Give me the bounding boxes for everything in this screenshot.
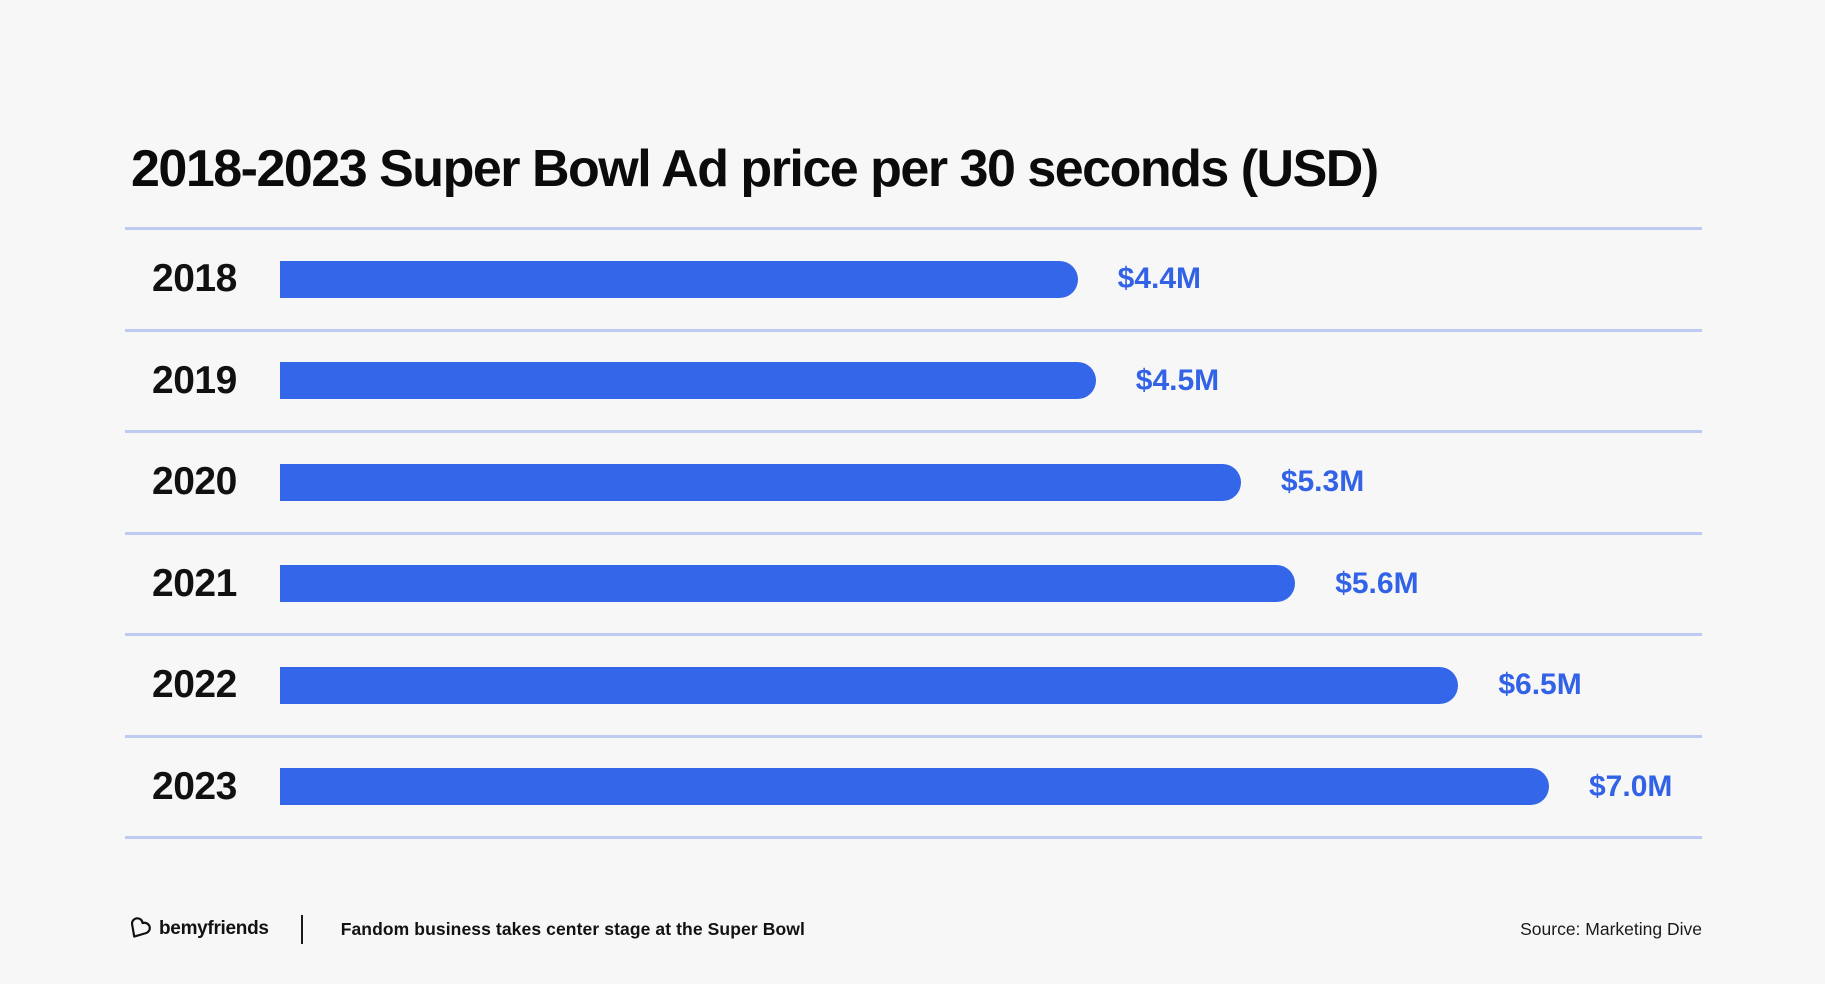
year-label: 2020: [152, 460, 237, 504]
bar-track: $7.0M: [280, 768, 1702, 806]
chart-row: 2021 $5.6M: [125, 531, 1702, 634]
footer-divider: [300, 914, 303, 944]
bar: [280, 768, 1549, 806]
chart-row: 2018 $4.4M: [125, 227, 1702, 329]
footer-caption: Fandom business takes center stage at th…: [340, 918, 805, 939]
brand-name: bemyfriends: [159, 918, 269, 939]
year-label: 2018: [152, 257, 237, 301]
bar-track: $4.5M: [280, 362, 1702, 400]
year-label: 2022: [152, 663, 237, 707]
value-label: $7.0M: [1589, 769, 1673, 803]
bar: [280, 463, 1241, 501]
year-label: 2019: [152, 358, 237, 402]
bar-track: $5.6M: [280, 565, 1702, 603]
bar-chart: 2018 $4.4M 2019 $4.5M 2020 $5.3M 2021 $5…: [125, 227, 1702, 839]
bar-track: $6.5M: [280, 666, 1702, 704]
bar: [280, 565, 1296, 603]
value-label: $4.4M: [1117, 262, 1202, 296]
bar: [280, 362, 1096, 400]
chart-row: 2019 $4.5M: [125, 328, 1702, 431]
bar: [280, 666, 1459, 704]
chart-row: 2023 $7.0M: [125, 734, 1702, 837]
brand: bemyfriends: [125, 911, 269, 947]
footer: bemyfriends Fandom business takes center…: [125, 903, 1702, 955]
bar-track: $4.4M: [280, 260, 1702, 298]
value-label: $5.3M: [1280, 465, 1365, 499]
year-label: 2021: [152, 561, 237, 605]
footer-source: Source: Marketing Dive: [1520, 918, 1702, 939]
bar: [280, 260, 1078, 298]
value-label: $4.5M: [1135, 363, 1220, 397]
bar-track: $5.3M: [280, 463, 1702, 501]
heart-b-logo-icon: [130, 917, 151, 938]
value-label: $6.5M: [1498, 668, 1582, 702]
value-label: $5.6M: [1335, 566, 1419, 600]
chart-row: 2020 $5.3M: [125, 430, 1702, 532]
year-label: 2023: [152, 764, 237, 808]
chart-row: 2022 $6.5M: [125, 633, 1702, 735]
chart-title: 2018-2023 Super Bowl Ad price per 30 sec…: [131, 139, 1379, 198]
